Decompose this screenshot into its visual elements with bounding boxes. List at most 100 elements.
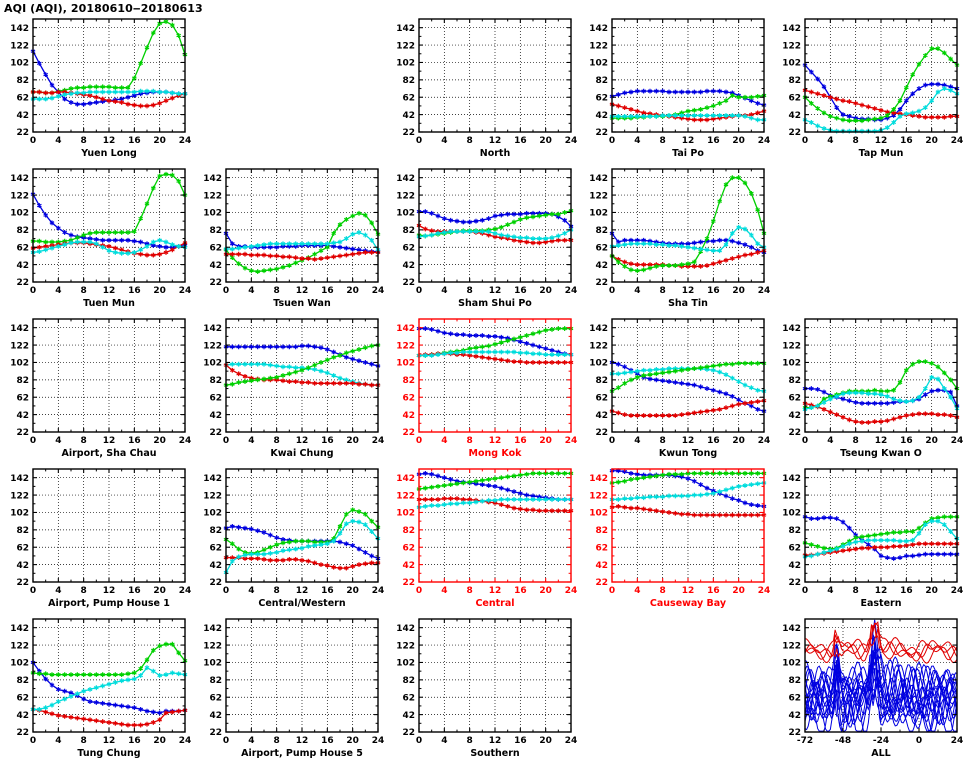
plot-panel-tseung-kwan-o: 22 42 62 82 102 122 142 0 4 8 12 16 20 24 Tseung Kwan … — [772, 310, 965, 476]
svg-text:4: 4 — [827, 586, 833, 596]
svg-text:20: 20 — [153, 136, 166, 146]
svg-text:8: 8 — [467, 436, 473, 446]
svg-text:42: 42 — [16, 561, 29, 571]
svg-text:42: 42 — [788, 411, 801, 421]
svg-text:24: 24 — [179, 736, 192, 746]
svg-text:102: 102 — [10, 209, 29, 219]
svg-text:22: 22 — [209, 278, 222, 288]
svg-text:62: 62 — [788, 93, 801, 103]
svg-text:82: 82 — [402, 376, 415, 386]
svg-text:20: 20 — [346, 586, 359, 596]
svg-text:22: 22 — [209, 728, 222, 738]
svg-text:62: 62 — [788, 393, 801, 403]
svg-text:62: 62 — [209, 393, 222, 403]
svg-text:12: 12 — [489, 436, 502, 446]
svg-text:122: 122 — [10, 491, 29, 501]
svg-text:82: 82 — [595, 376, 608, 386]
svg-text:122: 122 — [782, 491, 801, 501]
svg-text:24: 24 — [565, 136, 578, 146]
svg-text:62: 62 — [595, 243, 608, 253]
svg-text:24: 24 — [565, 586, 578, 596]
svg-text:24: 24 — [372, 436, 385, 446]
svg-text:8: 8 — [660, 136, 666, 146]
svg-text:102: 102 — [782, 509, 801, 519]
svg-text:102: 102 — [10, 659, 29, 669]
svg-text:102: 102 — [589, 209, 608, 219]
svg-text:102: 102 — [10, 59, 29, 69]
svg-text:82: 82 — [595, 226, 608, 236]
panel-label: Yuen Long — [80, 148, 137, 159]
svg-text:102: 102 — [589, 509, 608, 519]
plot-panel-sham-shui-po: 22 42 62 82 102 122 142 0 4 8 12 16 20 24 Sham Shui Po — [386, 160, 579, 326]
svg-text:24: 24 — [372, 586, 385, 596]
svg-text:20: 20 — [539, 136, 552, 146]
svg-text:8: 8 — [81, 436, 87, 446]
svg-text:42: 42 — [16, 261, 29, 271]
svg-text:20: 20 — [732, 286, 745, 296]
svg-text:8: 8 — [81, 586, 87, 596]
svg-text:24: 24 — [372, 736, 385, 746]
svg-text:4: 4 — [248, 286, 254, 296]
svg-text:24: 24 — [951, 436, 964, 446]
svg-text:24: 24 — [951, 736, 964, 746]
svg-text:0: 0 — [223, 586, 229, 596]
panel-label: Southern — [470, 748, 520, 759]
svg-text:20: 20 — [539, 586, 552, 596]
svg-text:0: 0 — [30, 736, 36, 746]
svg-text:122: 122 — [203, 341, 222, 351]
svg-text:4: 4 — [441, 286, 447, 296]
svg-text:0: 0 — [30, 136, 36, 146]
svg-text:12: 12 — [103, 736, 116, 746]
svg-text:142: 142 — [589, 324, 608, 334]
svg-text:42: 42 — [788, 111, 801, 121]
svg-text:82: 82 — [402, 676, 415, 686]
plot-panel-sha-tin: 22 42 62 82 102 122 142 0 4 8 12 16 20 24 Sha Tin — [579, 160, 772, 326]
plot-panel-airport-sha-chau: 22 42 62 82 102 122 142 0 4 8 12 16 20 24 Airport, Sha… — [0, 310, 193, 476]
svg-text:16: 16 — [128, 736, 141, 746]
svg-text:20: 20 — [925, 436, 938, 446]
svg-text:22: 22 — [595, 128, 608, 138]
svg-text:12: 12 — [682, 586, 695, 596]
svg-text:12: 12 — [103, 136, 116, 146]
svg-text:-24: -24 — [873, 736, 889, 746]
svg-text:12: 12 — [489, 586, 502, 596]
svg-text:12: 12 — [682, 136, 695, 146]
svg-text:4: 4 — [248, 736, 254, 746]
svg-text:142: 142 — [203, 324, 222, 334]
svg-text:4: 4 — [55, 586, 61, 596]
svg-text:22: 22 — [788, 428, 801, 438]
svg-text:42: 42 — [595, 111, 608, 121]
svg-text:0: 0 — [609, 286, 615, 296]
panel-label: Tai Po — [672, 148, 704, 159]
svg-text:4: 4 — [248, 436, 254, 446]
svg-text:22: 22 — [595, 278, 608, 288]
svg-text:42: 42 — [209, 261, 222, 271]
plot-panel-north: 22 42 62 82 102 122 142 0 4 8 12 16 20 24 North — [386, 10, 579, 176]
svg-text:22: 22 — [788, 578, 801, 588]
svg-text:16: 16 — [321, 586, 334, 596]
svg-text:42: 42 — [16, 711, 29, 721]
svg-text:8: 8 — [81, 286, 87, 296]
svg-text:142: 142 — [10, 174, 29, 184]
svg-text:0: 0 — [223, 436, 229, 446]
svg-text:142: 142 — [10, 474, 29, 484]
svg-text:142: 142 — [782, 474, 801, 484]
svg-text:82: 82 — [209, 226, 222, 236]
svg-text:142: 142 — [396, 324, 415, 334]
svg-text:4: 4 — [55, 286, 61, 296]
svg-text:16: 16 — [900, 436, 913, 446]
svg-text:82: 82 — [16, 526, 29, 536]
svg-text:142: 142 — [782, 24, 801, 34]
svg-text:8: 8 — [274, 586, 280, 596]
svg-text:24: 24 — [179, 136, 192, 146]
svg-text:62: 62 — [788, 693, 801, 703]
svg-text:24: 24 — [565, 436, 578, 446]
plot-panel-mong-kok: 22 42 62 82 102 122 142 0 4 8 12 16 20 24 Mong Kok — [386, 310, 579, 476]
svg-text:42: 42 — [402, 111, 415, 121]
svg-text:102: 102 — [203, 209, 222, 219]
svg-text:102: 102 — [396, 509, 415, 519]
svg-text:24: 24 — [951, 586, 964, 596]
svg-text:4: 4 — [55, 136, 61, 146]
plot-panel-tuen-mun: 22 42 62 82 102 122 142 0 4 8 12 16 20 24 Tuen Mun — [0, 160, 193, 326]
svg-text:122: 122 — [10, 341, 29, 351]
